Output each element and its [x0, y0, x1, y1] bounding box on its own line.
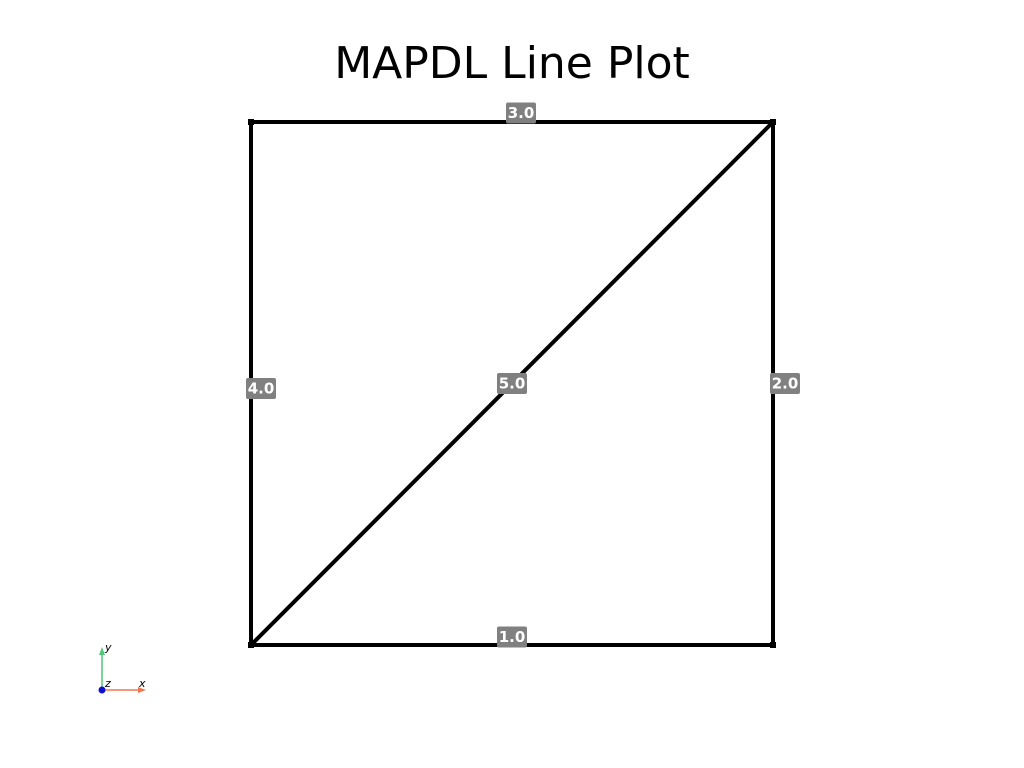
line-label-text: 3.0 — [508, 104, 535, 122]
line-label-2: 2.0 — [770, 373, 800, 394]
line-label-text: 2.0 — [772, 375, 799, 393]
line-label-bg — [770, 373, 800, 394]
line-label-bg — [246, 378, 276, 399]
plot-title: MAPDL Line Plot — [334, 38, 690, 89]
line-label-5: 5.0 — [497, 373, 527, 394]
y-axis-arrowhead — [99, 647, 105, 655]
keypoint-marker — [770, 642, 776, 648]
labels-layer: 1.0 2.0 3.0 4.0 5.0 — [246, 102, 800, 648]
line-label-text: 1.0 — [499, 628, 526, 646]
x-axis-label: x — [138, 677, 146, 690]
axes-orientation-widget: y x z — [98, 641, 146, 694]
line-label-text: 5.0 — [499, 375, 526, 393]
line-label-1: 1.0 — [497, 626, 527, 648]
x-axis-arrowhead — [138, 687, 146, 693]
line-label-bg — [497, 373, 527, 394]
line-label-4: 4.0 — [246, 378, 276, 399]
keypoint-marker — [248, 119, 254, 125]
z-axis-dot — [98, 686, 106, 694]
line-label-3: 3.0 — [506, 102, 536, 124]
line-label-bg — [497, 626, 527, 648]
y-axis-label: y — [104, 641, 112, 654]
keypoint-marker — [770, 119, 776, 125]
line-label-text: 4.0 — [248, 380, 275, 398]
keypoint-marker — [248, 642, 254, 648]
line-label-bg — [506, 102, 536, 124]
z-axis-label: z — [104, 677, 111, 690]
